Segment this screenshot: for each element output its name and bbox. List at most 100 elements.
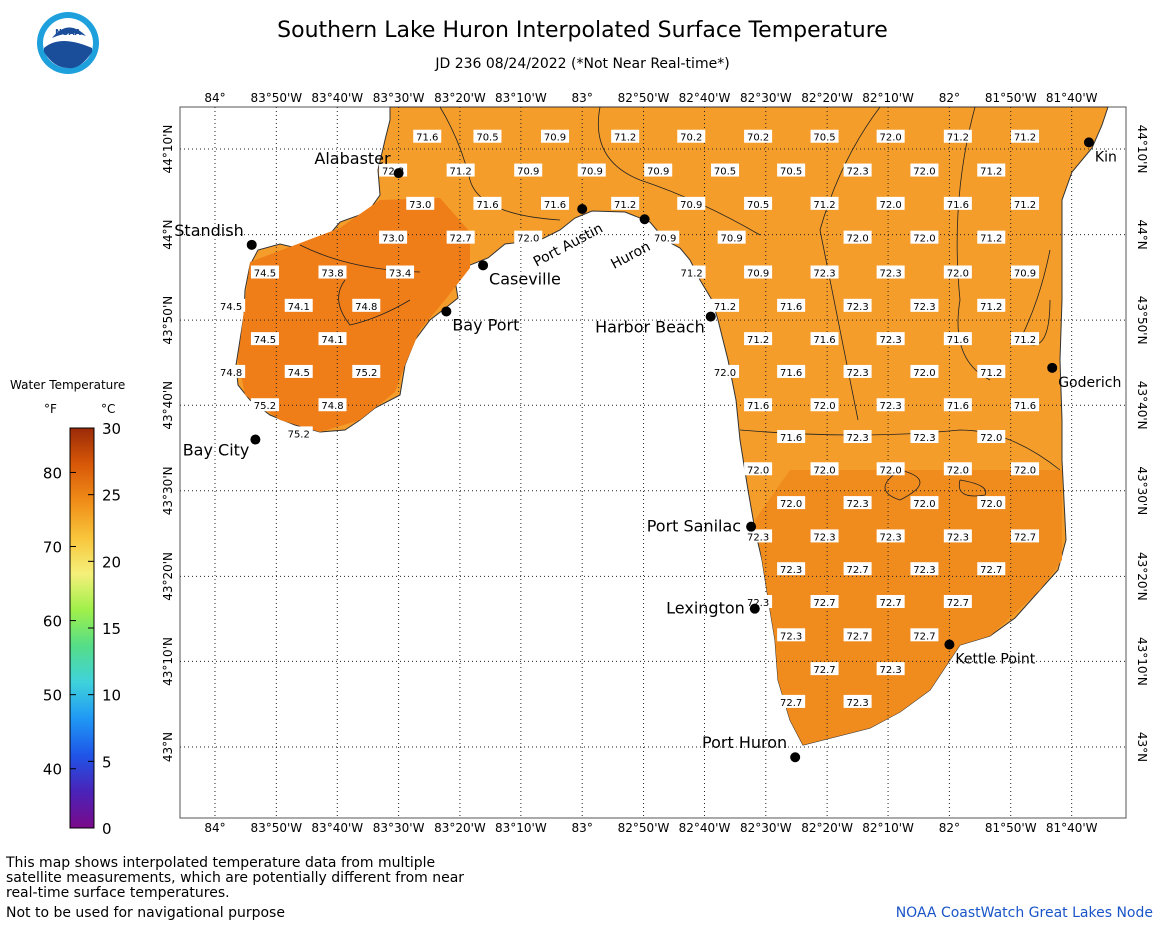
temperature-value: 72.3: [747, 532, 769, 543]
isotherm-line: [439, 106, 561, 221]
temperature-label-bg: [1011, 196, 1040, 210]
logo-wave: [44, 41, 92, 69]
temperature-value: 71.2: [1014, 335, 1036, 346]
temperature-label-bg: [810, 398, 839, 412]
temperature-label-bg: [810, 529, 839, 543]
temperature-label-bg: [318, 265, 347, 279]
temperature-value: 70.9: [581, 167, 603, 178]
temperature-label-bg: [250, 398, 279, 412]
temperature-value: 71.2: [980, 167, 1002, 178]
legend-tick-label-f: 80: [43, 464, 62, 482]
temperature-label-bg: [876, 529, 905, 543]
temperature-value: 72.0: [913, 167, 935, 178]
latitude-label: 43°N: [161, 732, 175, 762]
temperature-label-bg: [744, 265, 773, 279]
latitude-label: 44°10'N: [161, 125, 175, 174]
temperature-label-bg: [711, 163, 740, 177]
temperature-value: 72.3: [813, 532, 835, 543]
place-marker: [790, 752, 801, 763]
latitude-label: 43°30'N: [161, 466, 175, 515]
legend-unit-f: °F: [44, 402, 57, 416]
legend-tick-label-f: 60: [43, 613, 62, 631]
logo-text: NOAA: [55, 28, 81, 37]
latitude-label: 44°N: [161, 219, 175, 249]
temperature-value: 70.5: [747, 200, 769, 211]
temperature-value: 72.7: [813, 598, 835, 609]
logo-gull: [52, 27, 86, 38]
temperature-value: 75.2: [355, 368, 377, 379]
longitude-label: 81°40'W: [1046, 821, 1098, 835]
temperature-value: 73.0: [409, 200, 431, 211]
place-marker: [639, 214, 650, 225]
temperature-value: 72.0: [747, 465, 769, 476]
temperature-value: 71.2: [614, 200, 636, 211]
temperature-label-bg: [810, 332, 839, 346]
legend-tick-label-c: 25: [102, 487, 121, 505]
temperature-label-bg: [910, 628, 939, 642]
temperature-label-bg: [744, 594, 773, 608]
temperature-value: 72.3: [846, 499, 868, 510]
temperature-value: 72.0: [813, 401, 835, 412]
temperature-value: 72.7: [846, 565, 868, 576]
temperature-value: 72.0: [880, 465, 902, 476]
temperature-value: 71.6: [544, 200, 566, 211]
temperature-value: 71.2: [614, 133, 636, 144]
longitude-label: 83°40'W: [311, 91, 363, 105]
temperature-label-bg: [611, 196, 640, 210]
temperature-value: 72.0: [780, 499, 802, 510]
temperature-label-bg: [910, 298, 939, 312]
longitude-label: 81°50'W: [985, 821, 1037, 835]
disclaimer-note: This map shows interpolated temperature …: [6, 855, 465, 901]
longitude-label: 83°10'W: [495, 91, 547, 105]
temperature-label-bg: [777, 364, 806, 378]
temperature-value: 70.9: [544, 133, 566, 144]
temperature-value: 73.8: [321, 269, 343, 280]
temperature-label-bg: [876, 332, 905, 346]
temperature-label-bg: [810, 462, 839, 476]
longitude-label: 82°20'W: [801, 91, 853, 105]
temperature-label-bg: [250, 265, 279, 279]
temperature-value: 72.7: [947, 598, 969, 609]
temperature-label-bg: [514, 163, 543, 177]
noaa-logo-icon: NOAA: [37, 12, 99, 74]
temperature-label-bg: [943, 332, 972, 346]
temperature-value: 72.0: [880, 133, 902, 144]
temperature-value: 72.0: [1014, 465, 1036, 476]
temperature-value: 72.3: [747, 598, 769, 609]
temperature-value: 71.6: [947, 401, 969, 412]
temperature-label-bg: [406, 196, 435, 210]
temperature-label-bg: [677, 196, 706, 210]
longitude-label: 82°50'W: [618, 91, 670, 105]
place-label: Caseville: [489, 269, 561, 288]
temperature-value: 71.2: [1014, 200, 1036, 211]
temperature-value: 72.0: [913, 234, 935, 245]
temperature-label-bg: [977, 298, 1006, 312]
temperature-label-bg: [352, 298, 381, 312]
temperature-value: 74.5: [220, 302, 242, 313]
temperature-label-bg: [876, 129, 905, 143]
temperature-value: 73.0: [382, 234, 404, 245]
temperature-value: 72.3: [880, 335, 902, 346]
temperature-label-bg: [977, 230, 1006, 244]
temperature-label-bg: [777, 163, 806, 177]
temperature-label-bg: [777, 562, 806, 576]
temperature-label-bg: [843, 230, 872, 244]
legend-tick-label-c: 10: [102, 687, 121, 705]
temperature-value: 72.3: [880, 269, 902, 280]
temperature-label-bg: [651, 230, 680, 244]
navigation-warning: Not to be used for navigational purpose: [6, 905, 285, 921]
temperature-label-bg: [876, 398, 905, 412]
temperature-label-bg: [318, 332, 347, 346]
temperature-label-bg: [910, 429, 939, 443]
longitude-label: 82°20'W: [801, 821, 853, 835]
temperature-label-bg: [810, 594, 839, 608]
legend-unit-c: °C: [101, 402, 116, 416]
temperature-value: 72.3: [947, 532, 969, 543]
temperature-value: 71.6: [780, 368, 802, 379]
temperature-value: 74.1: [321, 335, 343, 346]
temperature-value: 71.2: [450, 167, 472, 178]
longitude-label: 82°10'W: [862, 821, 914, 835]
temperature-value: 74.5: [288, 368, 310, 379]
temperature-label-bg: [777, 628, 806, 642]
